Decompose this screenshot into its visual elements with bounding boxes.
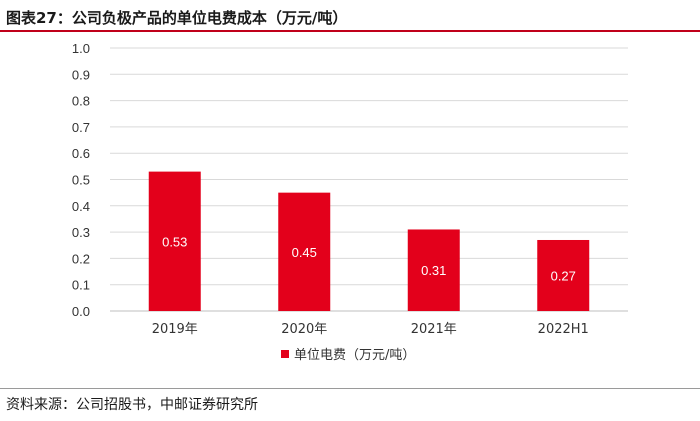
y-tick-label: 0.9 [72,67,90,82]
data-label: 0.53 [162,234,187,249]
chart-title: 图表27：公司负极产品的单位电费成本（万元/吨） [6,9,348,27]
y-tick-label: 0.0 [72,304,90,319]
footer-rule [0,388,700,389]
x-tick-label: 2019年 [152,322,198,337]
x-axis-ticks: 2019年 2020年 2021年 2022H1 [152,322,589,337]
y-tick-label: 0.8 [72,94,90,109]
data-label: 0.45 [292,245,317,260]
x-tick-label: 2021年 [411,322,457,337]
y-tick-label: 0.7 [72,120,90,135]
y-tick-label: 0.3 [72,225,90,240]
y-tick-label: 1.0 [72,41,90,56]
y-tick-label: 0.5 [72,173,90,188]
source-note: 资料来源：公司招股书，中邮证券研究所 [6,397,258,413]
data-label: 0.31 [421,263,446,278]
bar [407,229,460,311]
bar [537,239,590,311]
legend-label: 单位电费（万元/吨） [294,348,415,363]
y-tick-label: 0.1 [72,278,90,293]
bar [148,171,201,311]
bar [278,192,331,311]
x-tick-label: 2020年 [281,322,327,337]
legend-swatch [281,350,289,358]
figure-header: 图表27：公司负极产品的单位电费成本（万元/吨） [0,0,700,32]
bar-chart: 0.00.10.20.30.40.50.60.70.80.91.0 0.530.… [72,41,628,363]
legend: 单位电费（万元/吨） [281,348,415,363]
x-tick-label: 2022H1 [538,322,589,337]
data-label: 0.27 [551,268,576,283]
data-labels: 0.53 0.45 0.31 0.27 [162,234,576,283]
y-axis-ticks: 0.0 0.1 0.2 0.3 0.4 0.5 0.6 0.7 0.8 0.9 1.0 [72,41,90,319]
y-tick-label: 0.4 [72,199,90,214]
y-tick-label: 0.2 [72,251,90,266]
bars [148,171,590,311]
y-tick-label: 0.6 [72,146,90,161]
title-rule [0,30,700,32]
